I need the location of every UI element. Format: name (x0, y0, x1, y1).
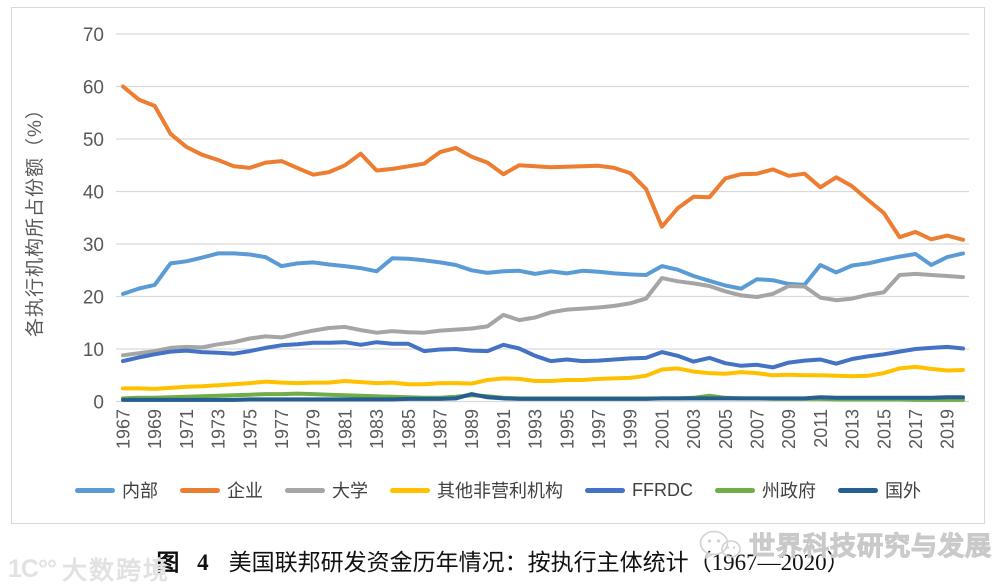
watermark-right-text: 世界科技研究与发展 (748, 531, 992, 562)
legend-label: 国外 (885, 481, 921, 501)
x-tick-label: 2007 (747, 409, 767, 449)
x-tick-label: 1979 (304, 409, 324, 449)
x-tick-label: 1995 (557, 409, 577, 449)
y-tick-label: 40 (83, 183, 104, 204)
chart-frame: 各执行机构所占份额（%） 0 10 20 30 40 50 60 70 1967 1969 1971… (11, 7, 985, 524)
x-tick-label: 1989 (462, 409, 482, 449)
legend-label: 内部 (122, 481, 158, 501)
watermark-left: 1C°° 大数跨境 (8, 551, 170, 587)
x-tick-label: 2013 (843, 409, 863, 449)
series-line-大学 (121, 271, 965, 358)
watermark-right: 世界科技研究与发展 (699, 526, 992, 563)
x-tick-label: 1969 (145, 409, 165, 449)
legend-item: 国外 (838, 477, 921, 503)
series-line-FFRDC (121, 340, 965, 370)
legend-item: 州政府 (715, 477, 816, 503)
x-tick-label: 1997 (589, 409, 609, 449)
legend-line-swatch (75, 487, 115, 493)
x-tick-label: 1993 (526, 409, 546, 449)
y-tick-label: 30 (83, 235, 104, 256)
x-tick-label: 1985 (399, 409, 419, 449)
series-line-国外 (121, 392, 965, 402)
x-tick-label: 2009 (779, 409, 799, 449)
watermark-left-text: 大数跨境 (61, 557, 170, 585)
caption-number: 图 4 (156, 550, 215, 575)
x-tick-label: 1999 (621, 409, 641, 449)
x-tick-label: 1973 (209, 409, 229, 449)
x-tick-label: 1975 (240, 409, 260, 449)
legend-label: 其他非营利机构 (437, 481, 563, 501)
y-tick-label: 70 (83, 25, 104, 46)
x-tick-label: 2005 (716, 409, 736, 449)
y-tick-label: 10 (83, 340, 104, 361)
line-chart: 各执行机构所占份额（%） 0 10 20 30 40 50 60 70 1967 1969 1971… (24, 25, 969, 449)
y-tick-label: 60 (83, 78, 104, 99)
legend-item: 企业 (180, 477, 263, 503)
series-line-内部 (121, 251, 965, 296)
caption-text: 美国联邦研发资金历年情况：按执行主体统计（1967—2020） (228, 550, 850, 575)
legend-line-swatch (285, 487, 325, 493)
x-tick-label: 1983 (367, 409, 387, 449)
legend-line-swatch (390, 487, 430, 493)
legend-line-swatch (715, 487, 755, 493)
x-tick-label: 2019 (938, 409, 958, 449)
y-tick-label: 50 (83, 130, 104, 151)
x-tick-label: 1987 (430, 409, 450, 449)
figure-caption: 图 4 美国联邦研发资金历年情况：按执行主体统计（1967—2020） (0, 543, 1006, 577)
x-tick-label: 1977 (272, 409, 292, 449)
legend-item: FFRDC (585, 480, 693, 501)
x-tick-label: 2017 (906, 409, 926, 449)
legend-line-swatch (180, 487, 220, 493)
x-tick-label: 1971 (177, 409, 197, 449)
y-tick-label: 0 (93, 393, 104, 414)
series-line-其他非营利机构 (121, 364, 965, 391)
dashukuajing-logo-icon: 1C°° (8, 554, 57, 583)
y-axis-title: 各执行机构所占份额（%） (24, 99, 46, 337)
x-tick-label: 1967 (114, 409, 134, 449)
wechat-icon (699, 530, 741, 560)
legend-label: 大学 (332, 481, 368, 501)
series-line-企业 (121, 84, 965, 242)
legend-item: 内部 (75, 477, 158, 503)
legend-line-swatch (585, 487, 625, 493)
legend-label: 州政府 (762, 481, 816, 501)
x-tick-label: 2011 (811, 409, 831, 448)
x-tick-label: 2001 (652, 409, 672, 449)
y-tick-label: 20 (83, 288, 104, 309)
legend-item: 其他非营利机构 (390, 477, 563, 503)
chart-legend: 内部 企业 大学 其他非营利机构 FFRDC 州政府 国外 (12, 477, 984, 503)
legend-item: 大学 (285, 477, 368, 503)
legend-label: 企业 (227, 481, 263, 501)
x-tick-label: 2015 (874, 409, 894, 449)
x-tick-label: 2003 (684, 409, 704, 449)
legend-line-swatch (838, 487, 878, 493)
x-tick-label: 1981 (335, 409, 355, 449)
x-tick-label: 1991 (494, 409, 514, 449)
legend-label: FFRDC (632, 479, 693, 500)
